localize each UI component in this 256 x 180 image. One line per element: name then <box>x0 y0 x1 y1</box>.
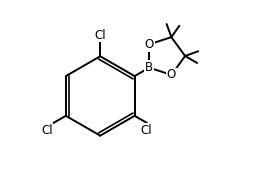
Text: B: B <box>145 61 153 74</box>
Text: Cl: Cl <box>141 123 152 137</box>
Text: O: O <box>167 68 176 81</box>
Text: O: O <box>145 38 154 51</box>
Text: Cl: Cl <box>41 123 53 137</box>
Text: Cl: Cl <box>94 29 106 42</box>
